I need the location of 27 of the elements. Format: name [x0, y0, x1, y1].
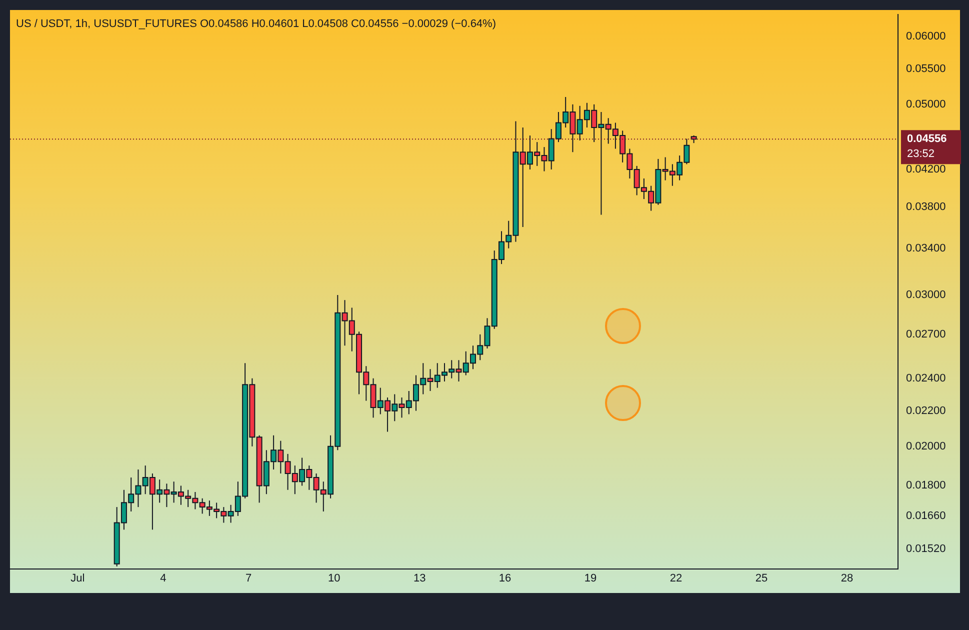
y-tick-label: 0.01520: [906, 542, 946, 555]
y-tick-label: 0.02000: [906, 440, 946, 452]
x-tick-label: 22: [670, 572, 682, 585]
x-tick-label: Jul: [70, 572, 85, 585]
y-tick-label: 0.05000: [906, 98, 946, 110]
x-tick-label: 10: [328, 572, 340, 585]
x-tick-label: 16: [498, 572, 512, 585]
x-tick-label: 19: [584, 572, 597, 585]
chart-title: US / USDT, 1h, USUSDT_FUTURES O0.04586 H0.04601 L0.04508 C0.04556 −0.00029 (−0.64%): [16, 18, 496, 30]
y-tick-label: 0.03800: [906, 200, 946, 213]
x-tick-label: 4: [160, 572, 166, 585]
y-tick-label: 0.05500: [906, 62, 946, 75]
y-tick-label: 0.06000: [906, 30, 946, 42]
y-tick-label: 0.02400: [906, 372, 946, 384]
ref-line-label: 0.04556: [907, 133, 947, 146]
x-tick-label: 25: [755, 572, 768, 585]
y-tick-label: 0.01800: [906, 480, 946, 492]
y-tick-label: 0.03000: [906, 289, 946, 302]
text: 23:52: [907, 148, 935, 160]
x-tick-label: 13: [413, 572, 426, 585]
y-tick-label: 0.02700: [906, 328, 946, 340]
x-tick-label: 28: [840, 572, 854, 585]
y-tick-label: 0.04200: [906, 164, 946, 176]
y-tick-label: 0.01660: [906, 510, 946, 522]
x-tick-label: 7: [246, 572, 252, 585]
y-tick-label: 0.03400: [906, 242, 946, 254]
y-tick-label: 0.02200: [906, 404, 946, 417]
